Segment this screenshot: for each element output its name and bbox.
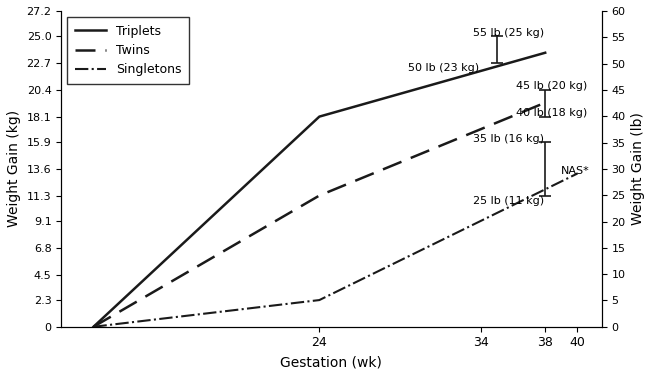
Triplets [541,50,549,55]
Line: Triplets: Triplets [93,53,545,327]
Y-axis label: Weight Gain (lb): Weight Gain (lb) [631,112,645,225]
Text: 35 lb (16 kg): 35 lb (16 kg) [473,134,544,144]
Text: 55 lb (25 kg): 55 lb (25 kg) [473,28,544,38]
Line: Twins: Twins [93,103,545,327]
Singletons [316,298,323,302]
Triplets [316,114,323,119]
Text: NAS*: NAS* [561,166,590,176]
Text: 40 lb (18 kg): 40 lb (18 kg) [516,108,587,118]
Triplets [89,324,97,329]
Y-axis label: Weight Gain (kg): Weight Gain (kg) [7,110,21,227]
Twins [316,193,323,198]
Text: 50 lb (23 kg): 50 lb (23 kg) [408,63,479,73]
Line: Singletons: Singletons [93,173,578,327]
Twins [89,324,97,329]
Legend: Triplets, Twins, Singletons: Triplets, Twins, Singletons [67,17,189,84]
X-axis label: Gestation (wk): Gestation (wk) [280,355,382,369]
Text: 45 lb (20 kg): 45 lb (20 kg) [516,82,587,91]
Singletons [89,324,97,329]
Twins [541,100,549,105]
Singletons [574,171,582,176]
Text: 25 lb (11 kg): 25 lb (11 kg) [473,196,544,206]
